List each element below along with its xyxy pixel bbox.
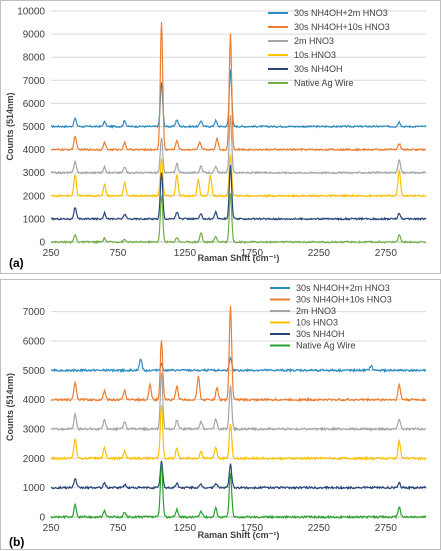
y-tick-label: 9000 bbox=[23, 30, 46, 41]
y-tick-label: 4000 bbox=[23, 145, 46, 156]
x-tick-label: 250 bbox=[43, 248, 60, 259]
series-line bbox=[50, 193, 427, 245]
y-tick-label: 4000 bbox=[23, 395, 46, 406]
y-tick-label: 8000 bbox=[23, 53, 46, 64]
series-line bbox=[50, 114, 427, 175]
y-tick-label: 5000 bbox=[23, 366, 46, 377]
y-tick-label: 5000 bbox=[23, 122, 46, 133]
chart-a-svg: 0 1000 2000 3000 4000 5000 6000 7000 8000 9000 100… bbox=[5, 7, 427, 270]
x-axis-title: Raman Shift (cm⁻¹) bbox=[198, 530, 280, 540]
series-line bbox=[50, 460, 427, 491]
x-tick-label: 1750 bbox=[241, 523, 264, 534]
y-tick-label: 2000 bbox=[23, 191, 46, 202]
y-axis-title: Counts (514nm) bbox=[5, 92, 15, 160]
legend-label: 30s NH4OH+10s HNO3 bbox=[294, 22, 390, 32]
legend-label: 30s NH4OH bbox=[296, 329, 345, 339]
x-tick-label: 250 bbox=[43, 523, 60, 534]
x-tick-label: 2250 bbox=[308, 523, 331, 534]
chart-panel-a: 0 1000 2000 3000 4000 5000 6000 7000 8000 9000 100… bbox=[0, 0, 441, 274]
y-axis-title: Counts (514nm) bbox=[5, 373, 15, 441]
y-tick-label: 2000 bbox=[23, 454, 46, 465]
panel-label: (b) bbox=[9, 535, 24, 549]
x-tick-label: 1750 bbox=[241, 248, 264, 259]
x-tick-label: 2750 bbox=[375, 523, 398, 534]
x-tick-label: 1250 bbox=[174, 523, 197, 534]
legend-label: 2m HNO3 bbox=[296, 306, 336, 316]
chart-panel-b: 0 1000 2000 3000 4000 5000 6000 7000 250 750 1250 1… bbox=[0, 279, 441, 550]
y-tick-label: 7000 bbox=[23, 76, 46, 87]
y-tick-label: 7000 bbox=[23, 307, 46, 318]
legend-label: 10s HNO3 bbox=[296, 318, 338, 328]
series-line bbox=[50, 154, 427, 199]
x-tick-label: 2250 bbox=[308, 248, 331, 259]
legend-label: 10s HNO3 bbox=[294, 50, 336, 60]
x-tick-label: 750 bbox=[110, 248, 127, 259]
legend-label: 30s NH4OH bbox=[294, 64, 343, 74]
series-line bbox=[50, 356, 427, 374]
series-line bbox=[50, 22, 427, 152]
series-line bbox=[50, 305, 427, 403]
y-tick-label: 0 bbox=[39, 238, 45, 249]
legend-label: Native Ag Wire bbox=[296, 341, 356, 351]
y-tick-label: 6000 bbox=[23, 337, 46, 348]
y-tick-label: 3000 bbox=[23, 168, 46, 179]
legend-label: 30s NH4OH+2m HNO3 bbox=[296, 283, 390, 293]
y-tick-label: 1000 bbox=[23, 483, 46, 494]
legend-label: 30s NH4OH+10s HNO3 bbox=[296, 295, 392, 305]
x-tick-label: 750 bbox=[110, 523, 127, 534]
x-tick-label: 1250 bbox=[174, 248, 197, 259]
y-tick-label: 6000 bbox=[23, 99, 46, 110]
x-axis-title: Raman Shift (cm⁻¹) bbox=[198, 253, 280, 263]
y-tick-label: 0 bbox=[39, 513, 45, 524]
legend-label: Native Ag Wire bbox=[294, 78, 354, 88]
series-line bbox=[50, 69, 427, 129]
legend-label: 2m HNO3 bbox=[294, 36, 334, 46]
panel-label: (a) bbox=[9, 256, 24, 270]
chart-b-svg: 0 1000 2000 3000 4000 5000 6000 7000 250 750 1250 1… bbox=[5, 283, 427, 549]
x-tick-label: 2750 bbox=[375, 248, 398, 259]
y-tick-label: 1000 bbox=[23, 214, 46, 225]
series-line bbox=[50, 164, 427, 222]
series-line bbox=[50, 372, 427, 432]
y-tick-label: 10000 bbox=[17, 7, 45, 18]
series-line bbox=[50, 405, 427, 462]
series-line bbox=[50, 463, 427, 520]
legend-label: 30s NH4OH+2m HNO3 bbox=[294, 8, 388, 18]
y-tick-label: 3000 bbox=[23, 425, 46, 436]
